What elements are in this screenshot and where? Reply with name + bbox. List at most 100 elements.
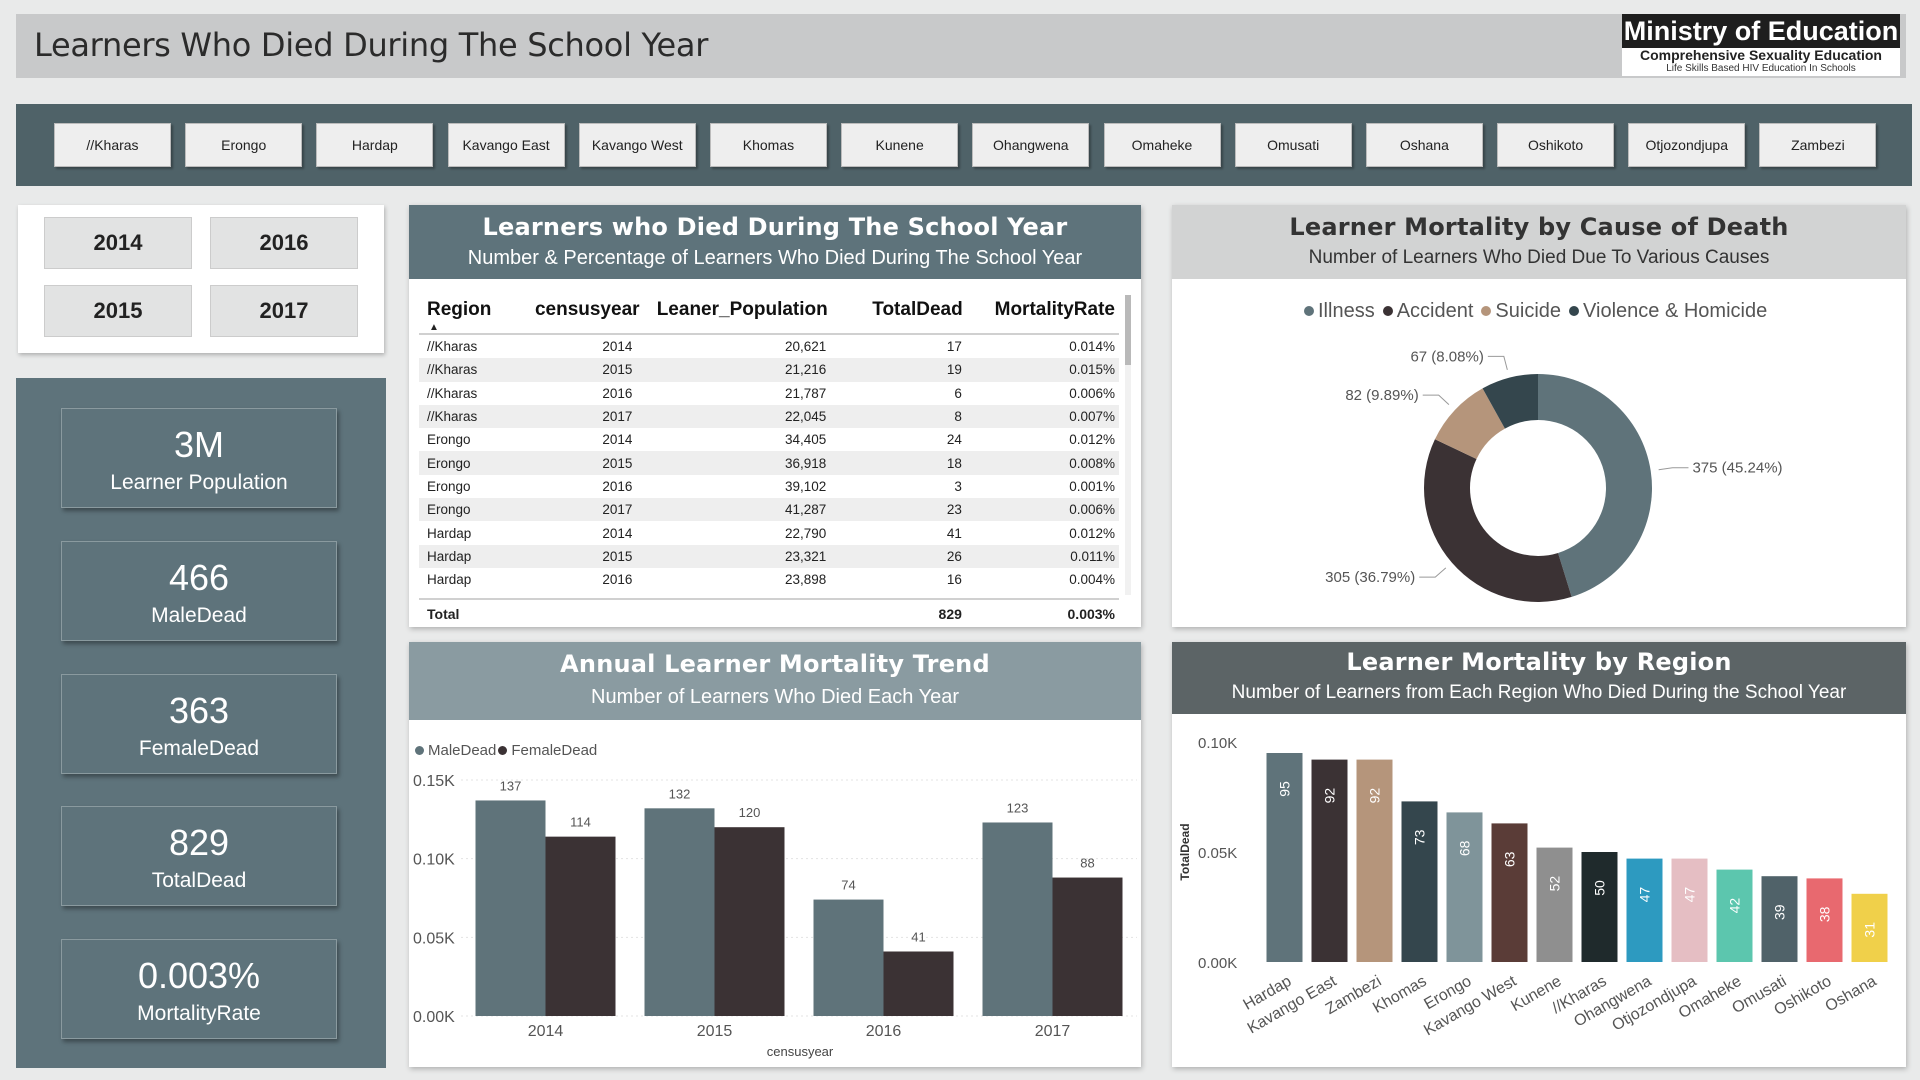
donut-title: Learner Mortality by Cause of Death [1289,213,1789,241]
x-tick-label: 2017 [1035,1023,1071,1040]
legend-item[interactable]: Accident [1382,300,1473,323]
bar-data-label: 95 [1277,781,1293,797]
table-cell: 36,918 [784,455,827,471]
column-header-censusyear[interactable]: censusyear [534,299,640,320]
legend-item[interactable]: FemaleDead [498,742,597,759]
legend-item[interactable]: MaleDead [415,742,496,759]
bar[interactable] [644,808,715,1016]
table-cell: 0.006% [1069,502,1115,518]
table-row: //Kharas 2014 20,621 17 0.014% [419,335,1119,358]
table-cell: 0.006% [1069,385,1115,401]
bar[interactable] [1716,869,1753,962]
table-row: //Kharas 2016 21,787 6 0.006% [419,382,1119,405]
table-cell: Erongo [427,455,471,471]
bar[interactable] [1536,847,1573,962]
y-tick-label: 0.10K [413,852,455,869]
table-cell: Erongo [427,432,471,448]
column-header-population[interactable]: Leaner_Population [656,299,828,320]
bar[interactable] [1626,858,1663,962]
bar[interactable] [1052,877,1123,1016]
bar[interactable] [1581,852,1618,962]
table-cell: 2017 [602,502,633,518]
table-scrollbar[interactable] [1125,295,1131,595]
year-button-2016[interactable]: 2016 [210,217,358,269]
column-header-totaldead[interactable]: TotalDead [872,299,963,320]
region-button[interactable]: Zambezi [1759,123,1877,167]
region-button[interactable]: Kunene [841,123,959,167]
bar[interactable] [1671,858,1708,962]
region-button[interactable]: Khomas [709,123,827,167]
donut-slice[interactable] [1424,439,1572,602]
table-cell: Hardap [427,548,472,564]
bar[interactable] [1401,801,1438,962]
table-cell: 2015 [602,548,633,564]
trend-title: Annual Learner Mortality Trend [560,650,990,678]
bar[interactable] [1311,759,1348,962]
bar[interactable] [475,800,546,1016]
region-button[interactable]: Otjozondjupa [1628,123,1746,167]
bar[interactable] [1446,812,1483,962]
bar-data-label: 47 [1682,887,1698,903]
page-title: Learners Who Died During The School Year [34,26,709,64]
bar[interactable] [1806,878,1843,962]
scrollbar-thumb[interactable] [1125,295,1131,365]
region-button[interactable]: Oshana [1365,123,1483,167]
donut-slice[interactable] [1482,374,1538,429]
table-cell: 39,102 [784,478,827,494]
total-rate: 0.003% [1067,606,1115,622]
bar-data-label: 73 [1412,829,1428,845]
region-button[interactable]: //Kharas [54,123,171,167]
legend-item[interactable]: Violence & Homicide [1569,300,1767,323]
bar[interactable] [1851,893,1888,962]
legend-item[interactable]: Illness [1304,300,1375,323]
column-header-mortalityrate[interactable]: MortalityRate [994,299,1115,320]
donut-slice[interactable] [1538,374,1652,597]
bar[interactable] [982,822,1053,1016]
table-cell: 34,405 [784,432,827,448]
region-button[interactable]: Omusati [1234,123,1352,167]
year-button-2017[interactable]: 2017 [210,285,358,337]
ministry-logo: Ministry of Education Comprehensive Sexu… [1622,14,1900,76]
column-header-region[interactable]: Region [427,299,492,320]
kpi-card-female-dead: 363 FemaleDead [61,674,337,774]
bar[interactable] [714,827,785,1016]
table-cell: 2015 [602,455,633,471]
legend-item[interactable]: Suicide [1481,300,1561,323]
region-button[interactable]: Erongo [185,123,303,167]
region-button[interactable]: Hardap [316,123,434,167]
bar-data-label: 50 [1592,880,1608,896]
donut-data-label: 82 (9.89%) [1345,387,1418,404]
bar-data-label: 120 [739,805,761,820]
table-cell: 18 [946,455,962,471]
year-button-2015[interactable]: 2015 [44,285,192,337]
legend-label: Violence & Homicide [1583,299,1768,322]
bar[interactable] [813,899,884,1016]
trend-panel: Annual Learner Mortality Trend Number of… [409,642,1141,1067]
table-cell: 20,621 [784,339,827,355]
bar[interactable] [1266,753,1303,962]
region-button[interactable]: Ohangwena [972,123,1090,167]
donut-leader-line [1419,567,1447,578]
region-button[interactable]: Kavango West [578,123,696,167]
bar-data-label: 132 [669,786,691,801]
logo-tagline: Life Skills Based HIV Education In Schoo… [1666,63,1856,74]
header-bar: Learners Who Died During The School Year… [16,14,1906,78]
region-button[interactable]: Kavango East [447,123,565,167]
donut-panel-header: Learner Mortality by Cause of Death Numb… [1172,205,1906,279]
region-button[interactable]: Oshikoto [1497,123,1615,167]
bar[interactable] [1491,823,1528,962]
bar[interactable] [883,951,954,1016]
x-axis-title: censusyear [767,1044,834,1059]
region-bar-chart: 0.00K0.05K0.10KTotalDead95Hardap92Kavang… [1178,735,1888,1039]
donut-slice[interactable] [1434,388,1505,459]
table-cell: 3 [954,478,962,494]
year-button-2014[interactable]: 2014 [44,217,192,269]
donut-leader-line [1422,394,1450,406]
bar[interactable] [545,836,616,1016]
legend-marker [415,746,424,755]
bar[interactable] [1356,759,1393,962]
region-chart-header: Learner Mortality by Region Number of Le… [1172,642,1906,714]
region-button[interactable]: Omaheke [1103,123,1221,167]
donut-leader-line [1658,467,1689,471]
bar[interactable] [1761,876,1798,962]
